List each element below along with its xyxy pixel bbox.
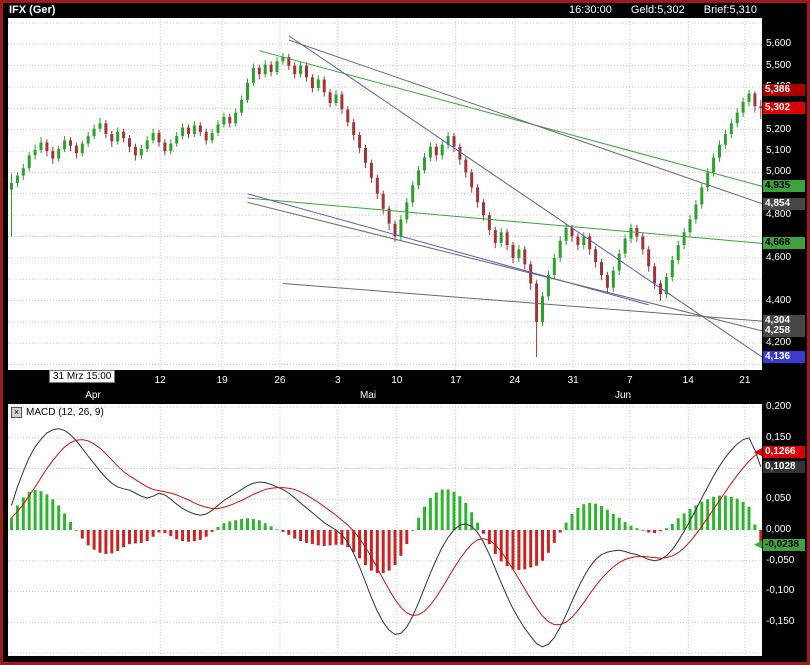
level-arrow-icon	[754, 540, 762, 549]
time-axis-tick: 26	[274, 375, 286, 386]
level-arrow-icon	[754, 448, 762, 457]
axis-tick-label: 5,000	[766, 166, 792, 178]
axis-tick-label: 0,200	[766, 401, 792, 413]
macd-gridlines	[8, 404, 762, 656]
axis-tick-label: 0,050	[766, 493, 792, 505]
symbol-title: IFX (Ger)	[9, 4, 56, 16]
axis-tick-label: -0,100	[766, 585, 795, 597]
time-axis-tick: 19	[216, 375, 228, 386]
time-axis-tick: 7	[627, 375, 633, 386]
time-axis-tick: 12	[154, 375, 166, 386]
price-level-marker: 4,854	[763, 197, 805, 210]
indicator-label: MACD (12, 26, 9)	[26, 407, 104, 418]
axis-tick-label: 0,150	[766, 431, 792, 443]
candlestick-svg	[8, 18, 762, 370]
axis-tick-label: 4,800	[766, 209, 792, 221]
axis-tick-label: -0,150	[766, 616, 795, 628]
bid-label: Geld:	[630, 4, 658, 16]
axis-tick-label: 4,600	[766, 251, 792, 263]
time-axis-tick: 10	[391, 375, 403, 386]
first-bar-timestamp: 31 Mrz 15:00	[49, 370, 116, 383]
month-label: Mai	[359, 390, 377, 401]
price-level-marker: 4,136	[763, 350, 805, 363]
bid-quote: Geld:5,302	[631, 4, 685, 16]
bid-value: 5,302	[657, 4, 685, 16]
price-level-marker: -0,0238	[763, 538, 805, 551]
axis-tick-label: 5,200	[766, 123, 792, 135]
signal-line	[11, 439, 762, 626]
title-bar: IFX (Ger) 16:30:00 Geld:5,302 Brief:5,31…	[3, 3, 807, 18]
time-axis: 31 Mrz 15:00 12 19 26 3 10 17 24 31 7 14 21 Apr Mai J…	[3, 370, 763, 404]
quote-info: 16:30:00 Geld:5,302 Brief:5,310	[553, 3, 757, 18]
time-axis-tick: 21	[739, 375, 751, 386]
close-icon[interactable]: ×	[11, 407, 22, 418]
axis-tick-label: -0,050	[766, 554, 795, 566]
axis-tick-label: 4,400	[766, 294, 792, 306]
ask-value: 5,310	[729, 4, 757, 16]
time-axis-tick: 3	[334, 375, 341, 386]
quote-time: 16:30:00	[569, 4, 612, 16]
price-level-marker: 4,304	[763, 315, 805, 328]
indicator-header: × MACD (12, 26, 9)	[11, 406, 104, 419]
price-level-marker: 0,1266	[763, 446, 805, 459]
axis-tick-label: 0,000	[766, 524, 792, 535]
price-level-marker: 0,1028	[763, 460, 805, 473]
macd-line	[11, 428, 762, 648]
edge-arrow-icons	[754, 448, 762, 549]
ask-quote: Brief:5,310	[704, 4, 757, 16]
time-axis-tick: 17	[450, 375, 462, 386]
price-gridlines	[8, 18, 762, 370]
time-axis-tick: 24	[509, 375, 521, 386]
month-label: Apr	[85, 390, 101, 401]
price-chart-area[interactable]	[8, 18, 762, 370]
month-label: Jun	[614, 390, 632, 401]
axis-tick-label: 5,100	[766, 145, 792, 157]
candles	[10, 52, 762, 357]
time-axis-tick: 14	[682, 375, 694, 386]
time-axis-tick: 31	[567, 375, 579, 386]
macd-histogram	[10, 489, 762, 574]
axis-tick-label: 5,500	[766, 59, 792, 71]
ask-label: Brief:	[703, 4, 730, 16]
axis-tick-label: 4,200	[766, 337, 792, 349]
price-level-marker: 4,935	[763, 180, 805, 193]
price-level-marker: 5,302	[763, 101, 805, 114]
price-level-marker: 5,386	[763, 83, 805, 96]
macd-svg	[8, 404, 762, 656]
price-level-marker: 4,258	[763, 324, 805, 337]
axis-tick-label: 5,600	[766, 38, 792, 50]
macd-chart-area[interactable]: × MACD (12, 26, 9)	[8, 404, 762, 656]
trendlines	[247, 35, 762, 358]
price-level-marker: 4,668	[763, 237, 805, 250]
value-axis: 5,6005,5005,4005,2005,1005,0004,8004,600…	[763, 3, 807, 662]
